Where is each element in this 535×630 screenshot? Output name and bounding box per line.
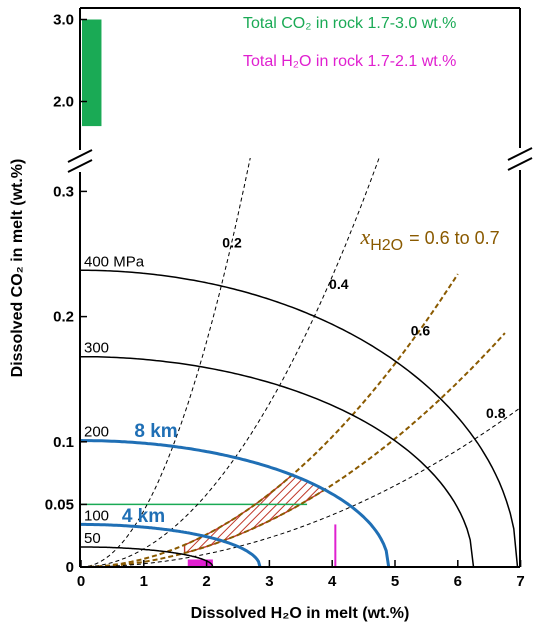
isobar-label-400: 400 MPa xyxy=(84,253,145,270)
xh2o-range-label: xH2O = 0.6 to 0.7 xyxy=(359,224,499,254)
y-tick-label: 0.2 xyxy=(53,309,74,326)
h2o-rock-range-bar xyxy=(187,559,213,567)
isobar-label-300: 300 xyxy=(84,340,109,357)
y-tick-label: 0.3 xyxy=(53,183,74,200)
isobar-200 xyxy=(80,439,391,568)
y-tick-label: 0.05 xyxy=(45,496,74,513)
isopleth-label-0.2: 0.2 xyxy=(222,235,242,251)
co2-rock-label: Total CO₂ in rock 1.7-3.0 wt.% xyxy=(243,15,456,32)
x-tick-label: 0 xyxy=(77,573,85,590)
x-tick-label: 3 xyxy=(265,573,273,590)
curve-labels: 400 MPa 300 200 100 50 8 km 4 km 0.2 0.4 0.6 0.8 xH… xyxy=(84,224,506,547)
x-axis-title: Dissolved H₂O in melt (wt.%) xyxy=(191,605,410,622)
axis-break-left-a xyxy=(67,149,93,163)
y-tick-label: 0 xyxy=(66,559,74,576)
isobar-100 xyxy=(81,522,262,568)
x-tick-label: 5 xyxy=(391,573,399,590)
isopleth-label-0.4: 0.4 xyxy=(329,276,349,292)
isobar-50 xyxy=(81,546,214,568)
x-tick-label: 7 xyxy=(516,573,524,590)
isopleth-label-0.8: 0.8 xyxy=(486,405,506,421)
x-tick-label: 6 xyxy=(454,573,462,590)
axis-break-right-a xyxy=(507,147,533,161)
x-tick-label: 2 xyxy=(202,573,210,590)
axis-break-right-b xyxy=(507,157,533,171)
isopleth-0.7 xyxy=(81,332,506,568)
co2-rock-range-bar xyxy=(82,19,102,127)
data-layer xyxy=(80,158,520,568)
isopleth-label-0.6: 0.6 xyxy=(411,322,431,338)
depth-label: 8 km xyxy=(134,421,177,442)
tick-labels: 0 1 2 3 4 5 6 7 0 0.05 0.1 0.2 0.3 2.0 3.0 xyxy=(45,12,525,591)
axis-break-left-b xyxy=(67,159,93,173)
isopleth-0.6 xyxy=(81,273,459,568)
isobar-label-200: 200 xyxy=(84,424,109,441)
depth-label: 4 km xyxy=(122,506,165,527)
axes-frame xyxy=(67,7,533,568)
isobar-label-100: 100 xyxy=(84,507,109,524)
isopleth-0.4 xyxy=(81,158,380,568)
isobar-label-50: 50 xyxy=(84,530,101,547)
upper-panel-layer xyxy=(82,19,102,127)
isobar-300 xyxy=(81,355,475,568)
isopleth-0.2 xyxy=(80,158,251,568)
hatched-region xyxy=(183,473,326,554)
y-axis-title: Dissolved CO₂ in melt (wt.%) xyxy=(9,159,26,378)
y-tick-label: 0.1 xyxy=(53,434,74,451)
h2o-rock-label: Total H₂O in rock 1.7-2.1 wt.% xyxy=(243,53,456,70)
isobar-400 xyxy=(81,269,519,568)
x-tick-label: 1 xyxy=(140,573,148,590)
y-tick-label-upper: 2.0 xyxy=(53,94,74,111)
y-tick-label-upper: 3.0 xyxy=(53,12,74,29)
x-tick-label: 4 xyxy=(328,573,337,590)
isopleth-0.8 xyxy=(81,407,520,568)
